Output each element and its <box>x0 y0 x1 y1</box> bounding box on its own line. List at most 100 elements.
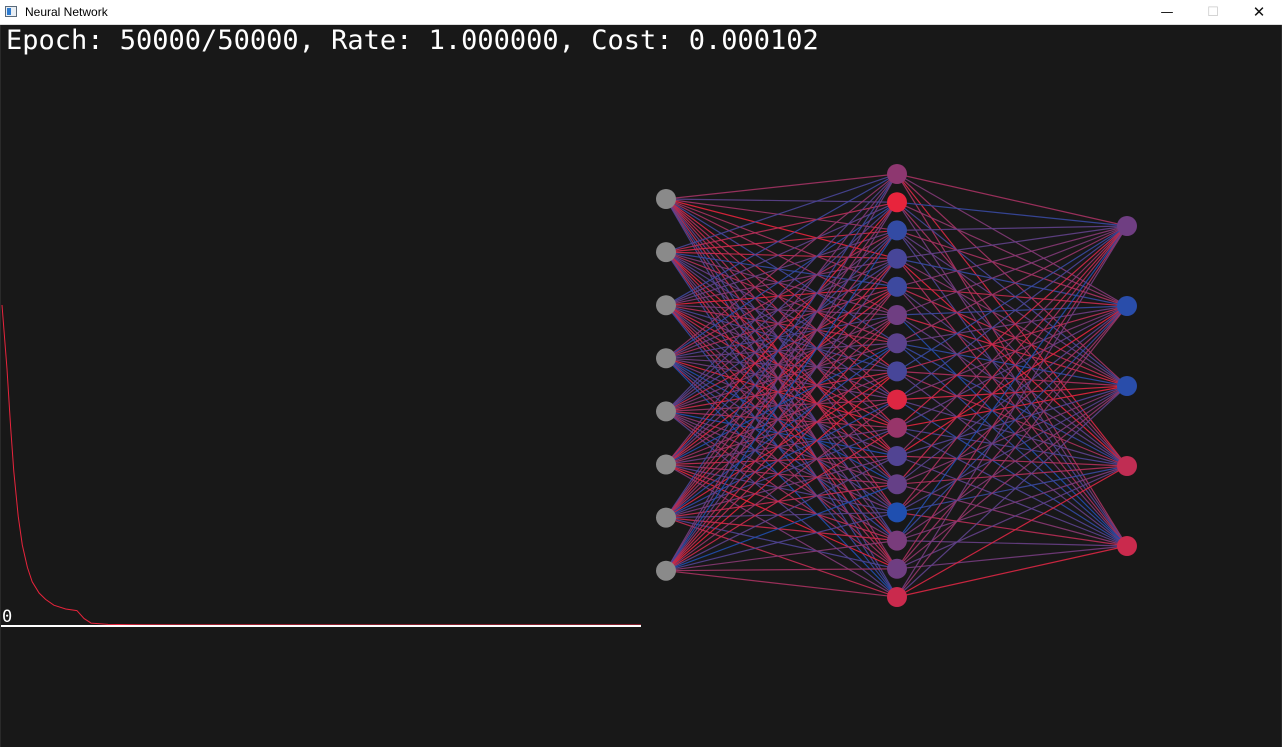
connection-l0-1-1 <box>665 201 898 253</box>
connection-l1-0-1 <box>896 173 1128 307</box>
connection-l0-3-1 <box>665 201 898 359</box>
maximize-button[interactable]: ☐ <box>1207 5 1219 20</box>
connection-l0-4-8 <box>665 399 898 412</box>
connection-l0-6-9 <box>665 427 898 519</box>
cost-plot-zero-label: 0 <box>2 607 12 627</box>
connection-l1-4-2 <box>896 286 1128 387</box>
connection-l0-5-4 <box>665 286 898 465</box>
connection-l0-7-13 <box>665 540 898 572</box>
connection-l1-12-3 <box>896 465 1128 513</box>
connection-l0-1-7 <box>665 251 898 372</box>
connection-l0-3-14 <box>665 357 898 570</box>
connection-l0-5-6 <box>665 342 898 466</box>
connection-l0-6-12 <box>665 511 898 519</box>
connection-l1-11-1 <box>896 305 1128 485</box>
connection-l0-6-2 <box>665 230 898 518</box>
connection-l1-10-4 <box>896 455 1128 547</box>
connection-l0-1-15 <box>665 251 898 598</box>
connection-l1-8-1 <box>896 305 1128 401</box>
connection-l0-2-4 <box>665 286 898 306</box>
hidden-neuron-13 <box>887 530 907 551</box>
connection-l1-9-4 <box>896 427 1128 547</box>
input-neuron-7 <box>656 560 676 581</box>
hidden-neuron-6 <box>887 333 907 354</box>
connection-l1-7-2 <box>896 370 1128 387</box>
connection-l0-1-13 <box>665 251 898 541</box>
connection-l0-7-9 <box>665 427 898 572</box>
title-bar[interactable]: Neural Network — ☐ ✕ <box>0 0 1282 25</box>
connection-l0-5-13 <box>665 463 898 542</box>
connection-l0-2-10 <box>665 304 898 457</box>
connection-l0-4-3 <box>665 258 898 412</box>
connection-l0-3-15 <box>665 357 898 598</box>
hidden-neuron-8 <box>887 389 907 410</box>
connection-l0-7-12 <box>665 511 898 572</box>
connection-l0-7-4 <box>665 286 898 572</box>
connection-l0-2-11 <box>665 304 898 485</box>
connection-l1-3-4 <box>896 258 1128 547</box>
connection-l0-4-15 <box>665 410 898 598</box>
connection-l0-5-14 <box>665 463 898 570</box>
connection-l0-5-15 <box>665 463 898 598</box>
connection-l0-3-9 <box>665 357 898 429</box>
connection-l1-14-2 <box>896 385 1128 570</box>
connection-l0-2-3 <box>665 258 898 306</box>
connection-l0-5-3 <box>665 258 898 465</box>
connection-l0-5-8 <box>665 399 898 466</box>
connection-l0-2-13 <box>665 304 898 542</box>
connection-l1-11-2 <box>896 385 1128 485</box>
connection-l1-3-3 <box>896 258 1128 467</box>
connection-l0-3-6 <box>665 342 898 359</box>
connection-l0-3-7 <box>665 357 898 372</box>
connection-l1-1-3 <box>896 201 1128 467</box>
hidden-neuron-10 <box>887 446 907 466</box>
connection-l0-3-5 <box>665 314 898 359</box>
connection-l1-14-3 <box>896 465 1128 570</box>
connection-l1-9-3 <box>896 427 1128 467</box>
connection-l1-15-2 <box>896 385 1128 598</box>
connection-l0-4-7 <box>665 370 898 412</box>
connection-l1-4-4 <box>896 286 1128 547</box>
connection-l1-6-2 <box>896 342 1128 387</box>
connection-l0-5-2 <box>665 229 898 465</box>
connection-l1-7-0 <box>896 225 1128 372</box>
connection-l1-8-3 <box>896 399 1128 467</box>
connection-l0-3-4 <box>665 286 898 359</box>
connection-l1-5-1 <box>896 305 1128 316</box>
connection-l0-5-5 <box>665 314 898 466</box>
input-neuron-4 <box>656 401 676 422</box>
connection-l0-2-6 <box>665 304 898 344</box>
minimize-button[interactable]: — <box>1160 5 1174 20</box>
close-button[interactable]: ✕ <box>1252 3 1266 21</box>
connection-l0-2-9 <box>665 304 898 429</box>
connection-l0-4-1 <box>665 201 898 412</box>
connection-l0-5-12 <box>665 463 898 513</box>
connection-l0-0-4 <box>665 198 898 288</box>
connection-l1-12-4 <box>896 511 1128 547</box>
connection-l0-0-1 <box>665 198 898 203</box>
connection-l1-13-0 <box>896 225 1128 541</box>
connection-l1-2-3 <box>896 229 1128 467</box>
connection-l0-1-14 <box>665 251 898 570</box>
connection-l0-7-3 <box>665 258 898 572</box>
connection-l1-15-4 <box>896 545 1128 598</box>
connection-l0-0-11 <box>665 198 898 485</box>
hidden-neuron-4 <box>887 276 907 297</box>
connection-l0-3-2 <box>665 229 898 359</box>
connection-l1-0-0 <box>896 173 1128 227</box>
connection-l1-10-1 <box>896 305 1128 457</box>
connection-l0-4-13 <box>665 410 898 542</box>
connection-l0-1-11 <box>665 251 898 485</box>
connection-l0-7-14 <box>665 568 898 572</box>
connection-l1-7-4 <box>896 370 1128 547</box>
connection-l1-5-4 <box>896 314 1128 547</box>
connection-l0-0-5 <box>665 198 898 316</box>
connection-l1-13-2 <box>896 385 1128 542</box>
connection-l1-0-4 <box>896 173 1128 547</box>
connection-l1-13-3 <box>896 465 1128 542</box>
connection-l0-6-11 <box>665 483 898 519</box>
connection-l1-6-0 <box>896 225 1128 344</box>
connection-l0-0-0 <box>665 173 898 200</box>
output-neuron-3 <box>1117 456 1137 476</box>
hidden-neuron-3 <box>887 248 907 269</box>
